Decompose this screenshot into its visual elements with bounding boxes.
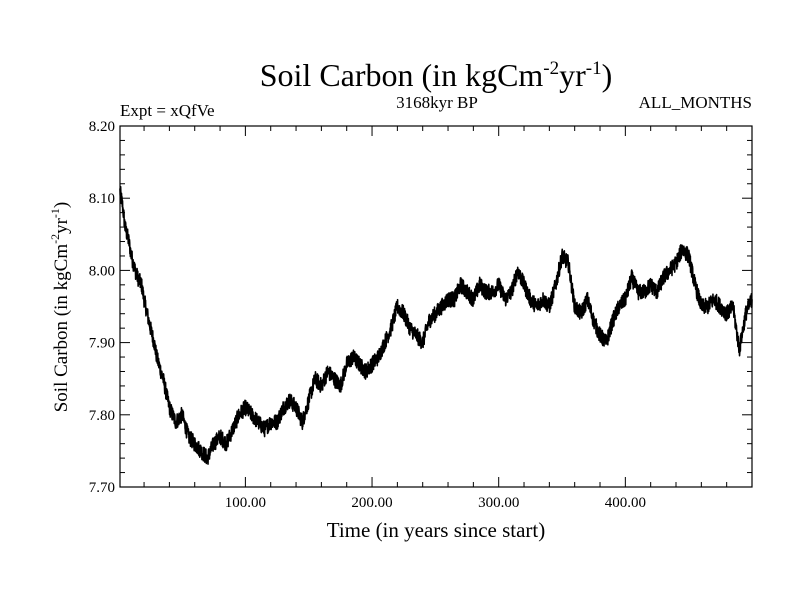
- y-tick-label: 7.90: [89, 336, 115, 352]
- chart-title: Soil Carbon (in kgCm-2yr-1): [260, 57, 613, 93]
- period-label: 3168kyr BP: [396, 93, 478, 112]
- y-axis-label: Soil Carbon (in kgCm-2yr-1): [48, 202, 72, 413]
- months-label: ALL_MONTHS: [639, 93, 752, 112]
- axis-tick-labels: 100.00 200.00 300.00 400.00 7.70 7.80 7.90 8.00…: [89, 119, 646, 511]
- experiment-label: Expt = xQfVe: [120, 101, 215, 120]
- series-line-soil-carbon: [119, 185, 753, 465]
- x-axis-label: Time (in years since start): [327, 518, 546, 542]
- axis-ticks: [120, 126, 752, 487]
- x-tick-label: 300.00: [478, 495, 519, 511]
- y-tick-label: 8.10: [89, 191, 115, 207]
- x-tick-label: 100.00: [225, 495, 266, 511]
- series-group: [119, 185, 753, 465]
- y-tick-label: 8.00: [89, 263, 115, 279]
- y-tick-label: 7.70: [89, 480, 115, 496]
- y-tick-label: 7.80: [89, 408, 115, 424]
- x-tick-label: 200.00: [351, 495, 392, 511]
- y-tick-label: 8.20: [89, 119, 115, 135]
- x-tick-label: 400.00: [605, 495, 646, 511]
- plot-frame: [119, 125, 753, 488]
